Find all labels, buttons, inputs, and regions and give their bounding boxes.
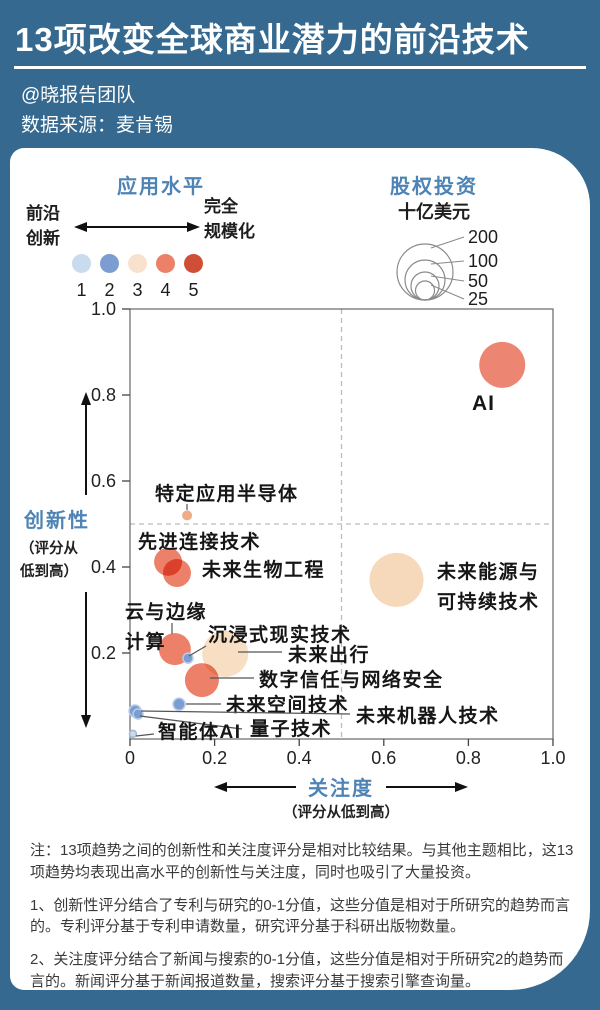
level-col-5: 5 (184, 254, 203, 301)
fully-scaled-line2: 规模化 (204, 222, 255, 241)
label-future-energy-sustainability: 未来能源与 (436, 560, 540, 583)
level-col-4: 4 (156, 254, 175, 301)
page-title: 13项改变全球商业潜力的前沿技术 (15, 21, 530, 58)
y-tick-label-0.2: 0.2 (91, 643, 116, 663)
size-label-25: 25 (468, 289, 488, 309)
label-application-specific-semiconductors: 特定应用半导体 (155, 482, 299, 505)
bubble-agentic-ai (128, 729, 138, 739)
fully-scaled-label: 完全 规模化 (204, 194, 255, 244)
label-cloud-edge-computing: 云与边缘 (125, 601, 207, 623)
y-axis-sublabel-1: （评分从 (20, 539, 78, 557)
y-tick-label-0.8: 0.8 (91, 385, 116, 405)
plot-border (129, 308, 554, 740)
investment-unit: 十亿美元 (398, 202, 470, 222)
y-tick-label-0.4: 0.4 (91, 557, 116, 577)
label-ai: AI (472, 392, 495, 415)
label-future-mobility: 未来出行 (287, 643, 370, 666)
label-future-robotics: 未来机器人技术 (355, 704, 500, 727)
note-paragraph-1: 注：13项趋势之间的创新性和关注度评分是相对比较结果。与其他主题相比，这13项趋… (30, 842, 574, 881)
data-source: 数据来源：麦肯锡 (21, 115, 174, 136)
size-leader-100 (430, 260, 465, 265)
x-axis-sublabel: （评分从低到高） (283, 803, 399, 821)
level-number-3: 3 (132, 280, 143, 300)
chart-generated: 0 0.2 0.4 0.6 0.8 1.0 0.2 0.4 0.6 0.8 1.0 未来能源与可持续技… (91, 300, 566, 768)
x-tick-label-0.6: 0.6 (371, 748, 396, 768)
bubble-future-bioengineering (162, 559, 191, 588)
size-leader-50 (430, 275, 465, 282)
size-label-50: 50 (468, 271, 488, 291)
label-quantum-technologies: 量子技术 (250, 717, 332, 740)
label-agentic-ai: 智能体AI (158, 720, 242, 743)
label-digital-trust-cybersecurity: 数字信任与网络安全 (259, 668, 444, 691)
x-axis-title: 关注度 (308, 776, 374, 800)
note-paragraph-2: 1、创新性评分结合了专利与研究的0-1分值，这些分值是相对于所研究的趋势而言的。… (30, 896, 571, 936)
size-label-100: 100 (468, 251, 498, 271)
frontier-innovation-line2: 创新 (26, 229, 60, 248)
y-axis-title: 创新性 (23, 508, 90, 532)
level-col-1: 1 (72, 254, 91, 301)
level-dot-5 (184, 254, 203, 273)
frontier-innovation-line1: 前沿 (26, 204, 60, 223)
right-arrow-head-icon (455, 782, 468, 792)
level-number-5: 5 (188, 280, 199, 300)
frontier-innovation-label: 前沿 创新 (26, 201, 60, 251)
size-leader-200 (430, 236, 465, 249)
size-circle-100 (404, 259, 446, 301)
leader-immersive-reality (188, 645, 207, 657)
chart-svg: 创新性 （评分从 低到高） 0 0.2 0.4 0.6 0.8 1.00.20.40.60… (19, 300, 566, 821)
x-tick-label-0.2: 0.2 (202, 748, 227, 768)
bubble-future-space (172, 697, 186, 711)
up-arrow-head-icon (81, 392, 91, 405)
leader-future-robotics (140, 710, 351, 715)
level-col-3: 3 (128, 254, 147, 301)
investment-title: 股权投资 (390, 176, 478, 198)
double-arrow-icon (74, 222, 200, 232)
x-tick-label-0.8: 0.8 (456, 748, 481, 768)
label-future-bioengineering: 未来生物工程 (201, 558, 325, 581)
x-tick-label-1.0: 1.0 (540, 748, 565, 768)
byline: @晓报告团队 (21, 85, 136, 106)
bubble-digital-trust-cybersecurity (184, 663, 219, 698)
level-number-4: 4 (160, 280, 171, 300)
note-paragraph-3: 2、关注度评分结合了新闻与搜索的0-1分值，这些分值是相对于所研究2的趋势而言的… (30, 951, 564, 990)
x-tick-label-0.4: 0.4 (287, 748, 312, 768)
level-number-1: 1 (76, 280, 87, 300)
size-leader-25 (430, 284, 465, 300)
y-tick-label-1.0: 1.0 (91, 300, 116, 319)
label-cloud-edge-computing: 计算 (125, 630, 166, 653)
size-circle-25 (414, 280, 436, 301)
x-tick-label-0: 0 (125, 748, 135, 768)
x-axis-title-group: 关注度 （评分从低到高） (214, 776, 468, 821)
leader-quantum-technologies (139, 715, 243, 730)
label-advanced-connectivity: 先进连接技术 (138, 530, 261, 553)
level-dot-2 (100, 254, 119, 273)
level-dot-3 (128, 254, 147, 273)
label-immersive-reality: 沉浸式现实技术 (208, 623, 352, 646)
level-dot-1 (72, 254, 91, 273)
bubble-application-specific-semiconductors (182, 510, 193, 521)
y-axis-sublabel-2: 低到高） (19, 562, 78, 580)
fully-scaled-line1: 完全 (204, 197, 238, 216)
level-dot-4 (156, 254, 175, 273)
y-axis-title-group: 创新性 （评分从 低到高） (19, 392, 91, 728)
size-label-200: 200 (468, 227, 498, 247)
label-future-space: 未来空间技术 (225, 693, 349, 716)
bubble-future-energy-sustainability (369, 552, 424, 607)
label-future-energy-sustainability: 可持续技术 (437, 590, 540, 613)
application-level-title: 应用水平 (117, 176, 205, 198)
notes: 注：13项趋势之间的创新性和关注度评分是相对比较结果。与其他主题相比，这13项趋… (30, 840, 576, 1004)
title-underline (14, 66, 586, 69)
level-col-2: 2 (100, 254, 119, 301)
y-tick-label-0.6: 0.6 (91, 471, 116, 491)
left-arrow-head-icon (214, 782, 227, 792)
down-arrow-head-icon (81, 715, 91, 728)
leader-agentic-ai (135, 733, 155, 737)
bubble-future-mobility (202, 630, 249, 677)
bubble-ai (479, 341, 526, 388)
level-number-2: 2 (104, 280, 115, 300)
